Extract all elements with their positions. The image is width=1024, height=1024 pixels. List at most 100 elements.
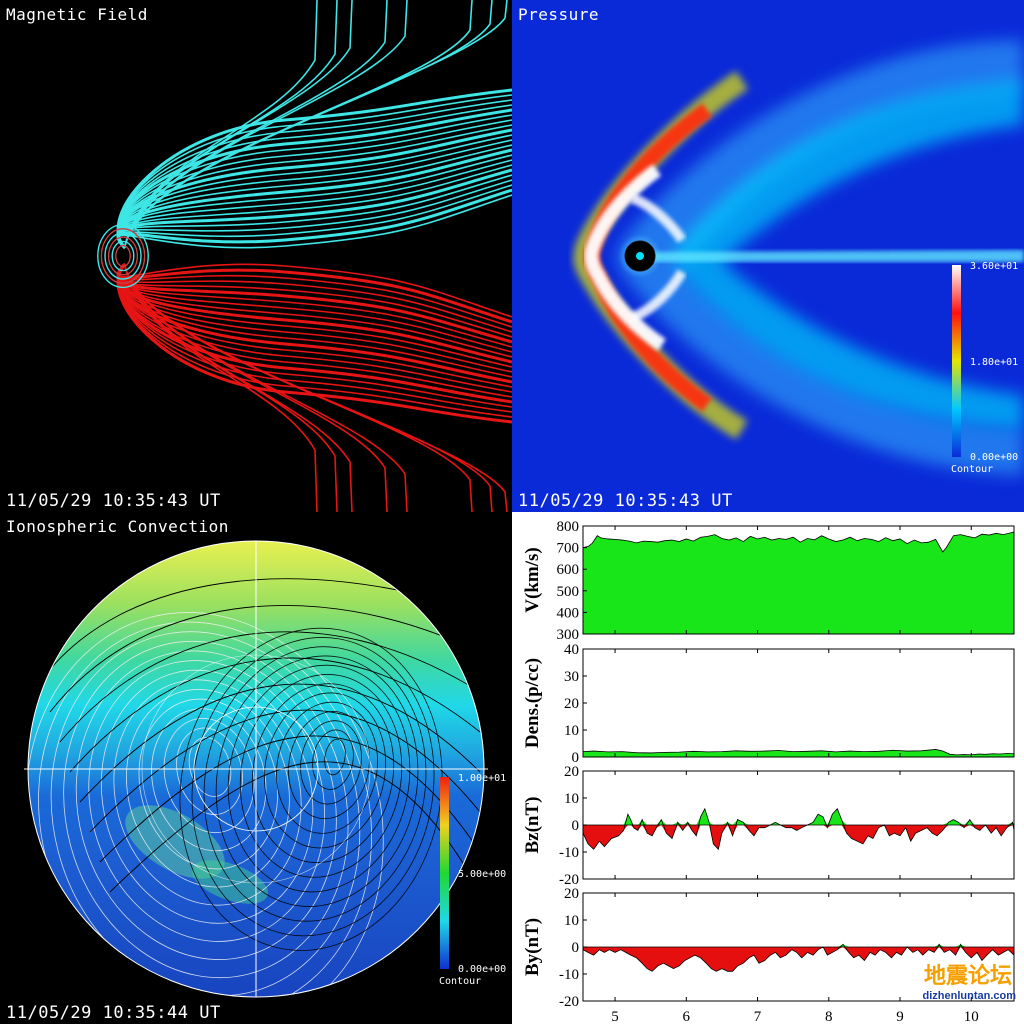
ionospheric-convection-panel: 1.00e+01 5.00e+00 0.00e+00 Contour Ionos… <box>0 512 512 1024</box>
by-ytick-label: 0 <box>572 940 580 956</box>
by-ytick-label: 20 <box>564 886 579 902</box>
speed-ytick-label: 500 <box>557 584 580 600</box>
field-line-north <box>117 194 512 249</box>
pressure-cb-max: 3.60e+01 <box>970 261 1018 272</box>
field-line-north-open <box>124 0 353 247</box>
field-line-north <box>116 128 512 250</box>
iono-arc <box>109 761 481 893</box>
iono-arc <box>69 657 481 773</box>
iono-contour-dawn <box>251 683 395 864</box>
iono-contour-dawn <box>227 664 411 893</box>
field-line-south <box>116 262 512 324</box>
lobe-north <box>630 193 687 243</box>
iono-contour-dusk <box>163 717 255 834</box>
magnetic-field-title: Magnetic Field <box>6 5 148 24</box>
by-ylabel: By(nT) <box>522 918 543 976</box>
x-tick-label: 10 <box>964 1009 979 1024</box>
iono-contour-dusk <box>50 631 361 997</box>
bz-negative-area <box>583 825 1014 850</box>
by-ytick-label: -20 <box>559 994 579 1010</box>
speed-frame <box>582 525 1015 635</box>
field-line-south <box>116 262 512 424</box>
bz-ytick-label: 0 <box>572 818 580 834</box>
density-ytick-label: 10 <box>564 723 579 739</box>
pressure-plot: 3.60e+01 1.80e+01 0.00e+00 Contour <box>573 40 1024 475</box>
iono-contour-dawn <box>263 692 387 849</box>
iono-contour-dusk <box>88 660 326 942</box>
field-line-north <box>117 114 512 249</box>
field-line-south <box>117 263 512 398</box>
pressure-cb-label: Contour <box>951 464 993 475</box>
field-loop-dayside <box>97 223 149 289</box>
by-ytick-label: -10 <box>559 967 579 983</box>
iono-arc <box>99 735 481 863</box>
iono-contour-dusk <box>100 669 314 924</box>
speed-ylabel: V(km/s) <box>522 547 543 612</box>
speed-ytick-label: 400 <box>557 605 580 621</box>
density-ytick-label: 0 <box>572 750 580 766</box>
field-loop-dayside <box>107 236 139 276</box>
field-line-south <box>117 263 512 373</box>
iono-cb-label: Contour <box>439 976 481 987</box>
iono-contour-dawn <box>179 627 443 951</box>
field-line-north <box>117 139 512 249</box>
iono-contour-dawn <box>312 729 354 790</box>
iono-contour-dusk <box>138 698 279 870</box>
pressure-timestamp: 11/05/29 10:35:43 UT <box>518 491 733 511</box>
iono-latitude-ring-1 <box>193 706 319 832</box>
x-tick-label: 5 <box>611 1009 619 1024</box>
iono-contour-dusk <box>151 708 267 852</box>
pressure-colorbar <box>952 265 961 457</box>
field-line-south <box>116 262 512 384</box>
iono-contour-dusk <box>63 640 349 979</box>
pressure-panel: 3.60e+01 1.80e+01 0.00e+00 Contour Press… <box>512 0 1024 512</box>
iono-cb-min: 0.00e+00 <box>458 964 506 975</box>
speed-ytick-label: 600 <box>557 562 580 578</box>
bz-ytick-label: 20 <box>564 764 579 780</box>
density-ytick-label: 30 <box>564 669 579 685</box>
iono-contour-dusk <box>176 727 243 815</box>
field-loop-dayside <box>111 240 135 272</box>
iono-arc <box>79 683 481 803</box>
iono-arc <box>59 631 481 743</box>
field-line-north-open <box>124 0 408 247</box>
density-ylabel: Dens.(p/cc) <box>522 658 543 748</box>
x-tick-label: 7 <box>754 1009 762 1024</box>
field-loop-dayside <box>100 228 146 284</box>
speed-ytick-label: 300 <box>557 627 580 643</box>
iono-cb-max: 1.00e+01 <box>458 773 506 784</box>
bowshock-white <box>584 164 666 351</box>
density-ytick-label: 40 <box>564 642 579 658</box>
iono-colorbar <box>440 777 449 969</box>
iono-contour-dawn <box>191 637 435 937</box>
x-tick-label: 6 <box>683 1009 691 1024</box>
magnetic-field-timestamp: 11/05/29 10:35:43 UT <box>6 491 221 511</box>
speed-area <box>582 531 1015 635</box>
by-ytick-label: 10 <box>564 913 579 929</box>
by-negative-area <box>583 947 1014 972</box>
field-line-south <box>116 262 512 364</box>
field-line-south <box>117 263 512 318</box>
iono-contour-dawn <box>215 655 419 907</box>
pressure-cb-min: 0.00e+00 <box>970 452 1018 463</box>
solar-wind-panel: 300 400 500 600 7 0 0 800 V(km/s) 0 10 20 30 40 Dens.(… <box>512 512 1024 1024</box>
iono-title: Ionospheric Convection <box>6 517 229 536</box>
field-line-south <box>117 263 512 393</box>
field-line-south-open <box>124 265 353 512</box>
iono-latitude-ring-2 <box>141 654 371 884</box>
field-line-south-open <box>124 265 508 512</box>
watermark-cn: 地震论坛 <box>924 963 1012 989</box>
iono-contour-dawn <box>324 738 346 776</box>
by-positive-area <box>583 944 1014 947</box>
iono-contour-dawn <box>203 646 427 922</box>
bz-ytick-label: -20 <box>559 872 579 888</box>
field-line-south <box>117 263 512 338</box>
pressure-title: Pressure <box>518 5 600 24</box>
earth-core <box>636 252 644 260</box>
solar-wind-chart: 300 400 500 600 7 0 0 800 V(km/s) 0 10 20 30 40 Dens.(… <box>522 519 1016 1024</box>
field-line-south <box>117 263 512 333</box>
field-loop-dayside <box>104 232 142 280</box>
field-line-south <box>117 263 512 353</box>
bz-line <box>582 807 1015 851</box>
speed-ytick-label: 800 <box>557 519 580 535</box>
